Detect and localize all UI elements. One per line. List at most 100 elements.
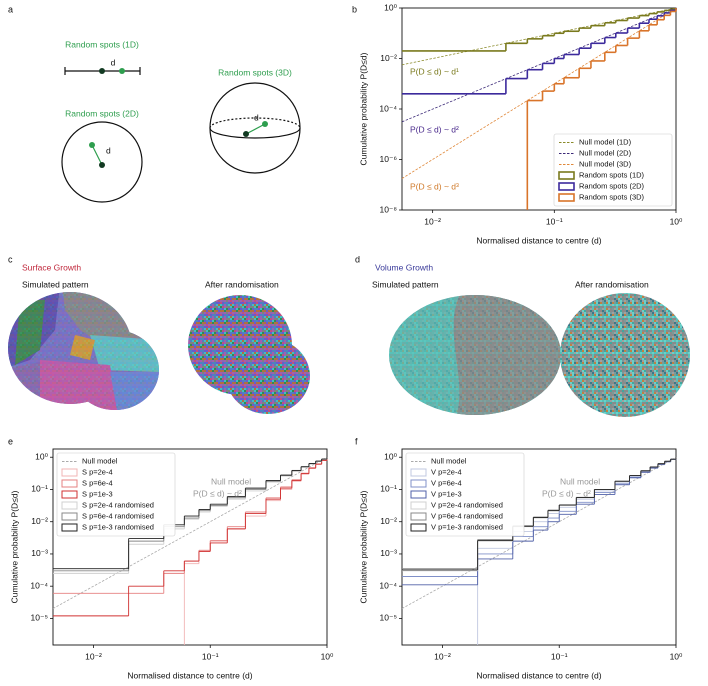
- legend-label: S p=6e-4 randomised: [82, 511, 154, 520]
- series: [402, 8, 676, 51]
- series: [402, 8, 676, 122]
- legend-label: V p=2e-4 randomised: [431, 500, 503, 509]
- y-tick-label: 10⁻⁵: [31, 613, 48, 623]
- legend-label: V p=1e-3 randomised: [431, 522, 503, 531]
- annotation: P(D ≤ d) ~ d²: [193, 488, 242, 498]
- y-tick-label: 10⁻²: [380, 516, 397, 526]
- y-tick-label: 10⁰: [384, 451, 397, 461]
- y-axis-label: Cumulative probability P(D≤d): [358, 490, 368, 603]
- annotation: Null model: [211, 476, 251, 486]
- legend-label: S p=1e-3: [82, 489, 113, 498]
- spot-dot: [119, 68, 125, 74]
- x-tick-label: 10⁻²: [424, 216, 441, 226]
- centre-dot: [99, 162, 105, 168]
- chart: 10⁻⁵ 10⁻⁴ 10⁻³ 10⁻² 10⁻¹ 10⁰ 10⁻² 10⁻¹ 10⁰ Normal…: [9, 449, 334, 680]
- null-model-line: [402, 8, 676, 65]
- diagram-label: Random spots (3D): [218, 67, 292, 77]
- legend-label: Null model (1D): [579, 137, 632, 146]
- x-tick-label: 10⁰: [321, 651, 334, 661]
- y-tick-label: 10⁻⁶: [380, 154, 397, 164]
- legend-label: S p=6e-4: [82, 478, 113, 487]
- x-axis-label: Normalised distance to centre (d): [127, 670, 252, 680]
- chart: 10⁻⁸ 10⁻⁶ 10⁻⁴ 10⁻² 10⁰ 10⁻² 10⁻¹ 10⁰ Normalised…: [358, 2, 683, 245]
- diagram-label: Random spots (2D): [65, 108, 139, 118]
- y-tick-label: 10⁻⁴: [379, 103, 397, 113]
- x-tick-label: 10⁻²: [85, 651, 102, 661]
- legend-label: V p=6e-4: [431, 478, 462, 487]
- centre-dot: [99, 68, 105, 74]
- diagram: Random spots (1D) d Random spots (2D) d …: [62, 39, 300, 202]
- legend-label: Null model (3D): [579, 159, 632, 168]
- panel-label: b: [352, 4, 357, 14]
- panel-title: Volume Growth: [375, 262, 433, 272]
- spot-dot: [262, 121, 268, 127]
- panel-label: d: [355, 254, 360, 264]
- distance-line: [246, 124, 265, 134]
- legend-label: S p=2e-4 randomised: [82, 500, 154, 509]
- y-axis-label: Cumulative probability P(D≤d): [9, 490, 19, 603]
- simulated-pattern: [0, 285, 170, 415]
- distance-label: d: [111, 57, 116, 67]
- sphere: [210, 83, 300, 173]
- annotation: P(D ≤ d) ~ d³: [410, 181, 459, 191]
- y-tick-label: 10⁻²: [31, 516, 48, 526]
- annotation: P(D ≤ d) ~ d¹: [410, 66, 459, 76]
- x-tick-label: 10⁻¹: [551, 651, 568, 661]
- y-tick-label: 10⁻⁵: [380, 613, 397, 623]
- image-caption: After randomisation: [575, 279, 649, 289]
- y-tick-label: 10⁻³: [380, 548, 397, 558]
- spot-dot: [89, 142, 95, 148]
- legend-label: Random spots (1D): [579, 170, 645, 179]
- x-axis-label: Normalised distance to centre (d): [476, 670, 601, 680]
- y-tick-label: 10⁻⁴: [379, 580, 397, 590]
- randomised-pattern: [560, 293, 690, 417]
- legend: Null model V p=2e-4 V p=6e-4 V p=1e-3 V p=2e…: [406, 453, 524, 536]
- legend-label: Null model: [82, 456, 118, 465]
- panel-label: f: [355, 436, 358, 446]
- distance-label: d: [254, 112, 259, 122]
- y-tick-label: 10⁰: [384, 2, 397, 12]
- y-tick-label: 10⁻⁸: [379, 204, 397, 214]
- x-tick-label: 10⁰: [670, 216, 683, 226]
- legend-label: Random spots (2D): [579, 181, 645, 190]
- legend-label: S p=1e-3 randomised: [82, 522, 154, 531]
- x-tick-label: 10⁻¹: [202, 651, 219, 661]
- legend-label: S p=2e-4: [82, 467, 113, 476]
- legend-label: V p=6e-4 randomised: [431, 511, 503, 520]
- y-tick-label: 10⁻³: [31, 548, 48, 558]
- annotation: P(D ≤ d) ~ d²: [542, 488, 591, 498]
- series: [402, 8, 676, 65]
- legend: Null model (1D) Null model (2D) Null model…: [554, 134, 672, 206]
- y-tick-label: 10⁻¹: [380, 484, 397, 494]
- panel-label: c: [8, 254, 13, 264]
- null-model-line: [402, 8, 676, 122]
- image-caption: Simulated pattern: [22, 279, 89, 289]
- chart: 10⁻⁵ 10⁻⁴ 10⁻³ 10⁻² 10⁻¹ 10⁰ 10⁻² 10⁻¹ 10⁰ Normal…: [358, 449, 683, 680]
- x-tick-label: 10⁰: [670, 651, 683, 661]
- legend-label: V p=1e-3: [431, 489, 462, 498]
- y-tick-label: 10⁻¹: [31, 484, 48, 494]
- y-axis-label: Cumulative probability P(D≤d): [358, 52, 368, 165]
- y-tick-label: 10⁻⁴: [30, 580, 48, 590]
- panel-label: a: [8, 4, 13, 14]
- distance-line: [92, 145, 102, 165]
- y-tick-label: 10⁰: [35, 451, 48, 461]
- legend-label: Random spots (3D): [579, 192, 645, 201]
- legend-label: Null model: [431, 456, 467, 465]
- annotation: P(D ≤ d) ~ d²: [410, 124, 459, 134]
- centre-dot: [243, 131, 249, 137]
- diagram-label: Random spots (1D): [65, 39, 139, 49]
- image-caption: Simulated pattern: [372, 279, 439, 289]
- legend: Null model S p=2e-4 S p=6e-4 S p=1e-3 S p=2e…: [57, 453, 175, 536]
- legend-label: Null model (2D): [579, 148, 632, 157]
- randomised-pattern: [188, 295, 310, 414]
- image-caption: After randomisation: [205, 279, 279, 289]
- panel-title: Surface Growth: [22, 262, 81, 272]
- y-tick-label: 10⁻²: [380, 53, 397, 63]
- legend-label: V p=2e-4: [431, 467, 462, 476]
- annotation: Null model: [560, 476, 600, 486]
- x-tick-label: 10⁻²: [434, 651, 451, 661]
- x-axis-label: Normalised distance to centre (d): [476, 235, 601, 245]
- x-tick-label: 10⁻¹: [546, 216, 563, 226]
